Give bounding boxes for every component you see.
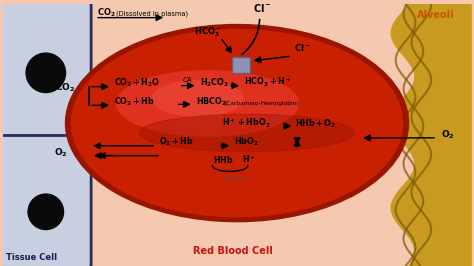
Circle shape [28,194,64,230]
Text: $\mathbf{CO_2 + Hb}$: $\mathbf{CO_2 + Hb}$ [114,95,155,108]
FancyBboxPatch shape [232,57,250,73]
Text: $\mathbf{CO_2}$: $\mathbf{CO_2}$ [55,82,75,94]
Text: $\mathbf{H^+ + HbO_2}$: $\mathbf{H^+ + HbO_2}$ [222,116,271,130]
Text: $\mathbf{HbO_2}$: $\mathbf{HbO_2}$ [234,136,259,148]
Text: Red Blood Cell: Red Blood Cell [192,246,273,256]
Text: $\mathbf{O_2}$: $\mathbf{O_2}$ [54,147,67,159]
Text: $\mathbf{CO_2 + H_2O}$: $\mathbf{CO_2 + H_2O}$ [114,77,160,89]
Text: $\mathbf{H_2CO_3}$: $\mathbf{H_2CO_3}$ [200,77,229,89]
Text: $\mathbf{Cl^-}$: $\mathbf{Cl^-}$ [253,2,272,14]
Text: $\mathbf{O_2}$: $\mathbf{O_2}$ [441,129,455,141]
FancyBboxPatch shape [1,2,91,266]
Text: $\mathbf{HHb + O_2}$: $\mathbf{HHb + O_2}$ [295,117,337,130]
Text: $\mathbf{HHb}$: $\mathbf{HHb}$ [213,153,234,164]
Text: $\mathbf{CO_2}$: $\mathbf{CO_2}$ [97,7,116,19]
Text: (Carbamino-Hemoglobin): (Carbamino-Hemoglobin) [224,101,299,106]
Text: $\mathbf{H^+}$: $\mathbf{H^+}$ [242,153,256,164]
Ellipse shape [116,70,299,136]
Ellipse shape [152,81,243,116]
Circle shape [26,53,65,93]
Text: Tissue Cell: Tissue Cell [6,253,57,262]
Text: Alveoli: Alveoli [418,10,455,20]
Text: $\mathbf{Cl^-}$: $\mathbf{Cl^-}$ [294,42,310,53]
Text: $\mathbf{HCO_3^-}$: $\mathbf{HCO_3^-}$ [194,25,221,39]
Text: CA: CA [183,77,192,83]
Ellipse shape [139,114,355,152]
Text: $\mathbf{HCO_3 + H^+}$: $\mathbf{HCO_3 + H^+}$ [244,76,291,89]
Text: Lineage ©: Lineage © [224,176,250,181]
Ellipse shape [65,24,409,222]
Text: $\mathbf{HBCO_2}$: $\mathbf{HBCO_2}$ [196,95,227,108]
Text: (Dissolved in plasma): (Dissolved in plasma) [116,11,188,17]
Ellipse shape [72,30,402,217]
Text: $\mathbf{O_2 + Hb}$: $\mathbf{O_2 + Hb}$ [159,136,194,148]
